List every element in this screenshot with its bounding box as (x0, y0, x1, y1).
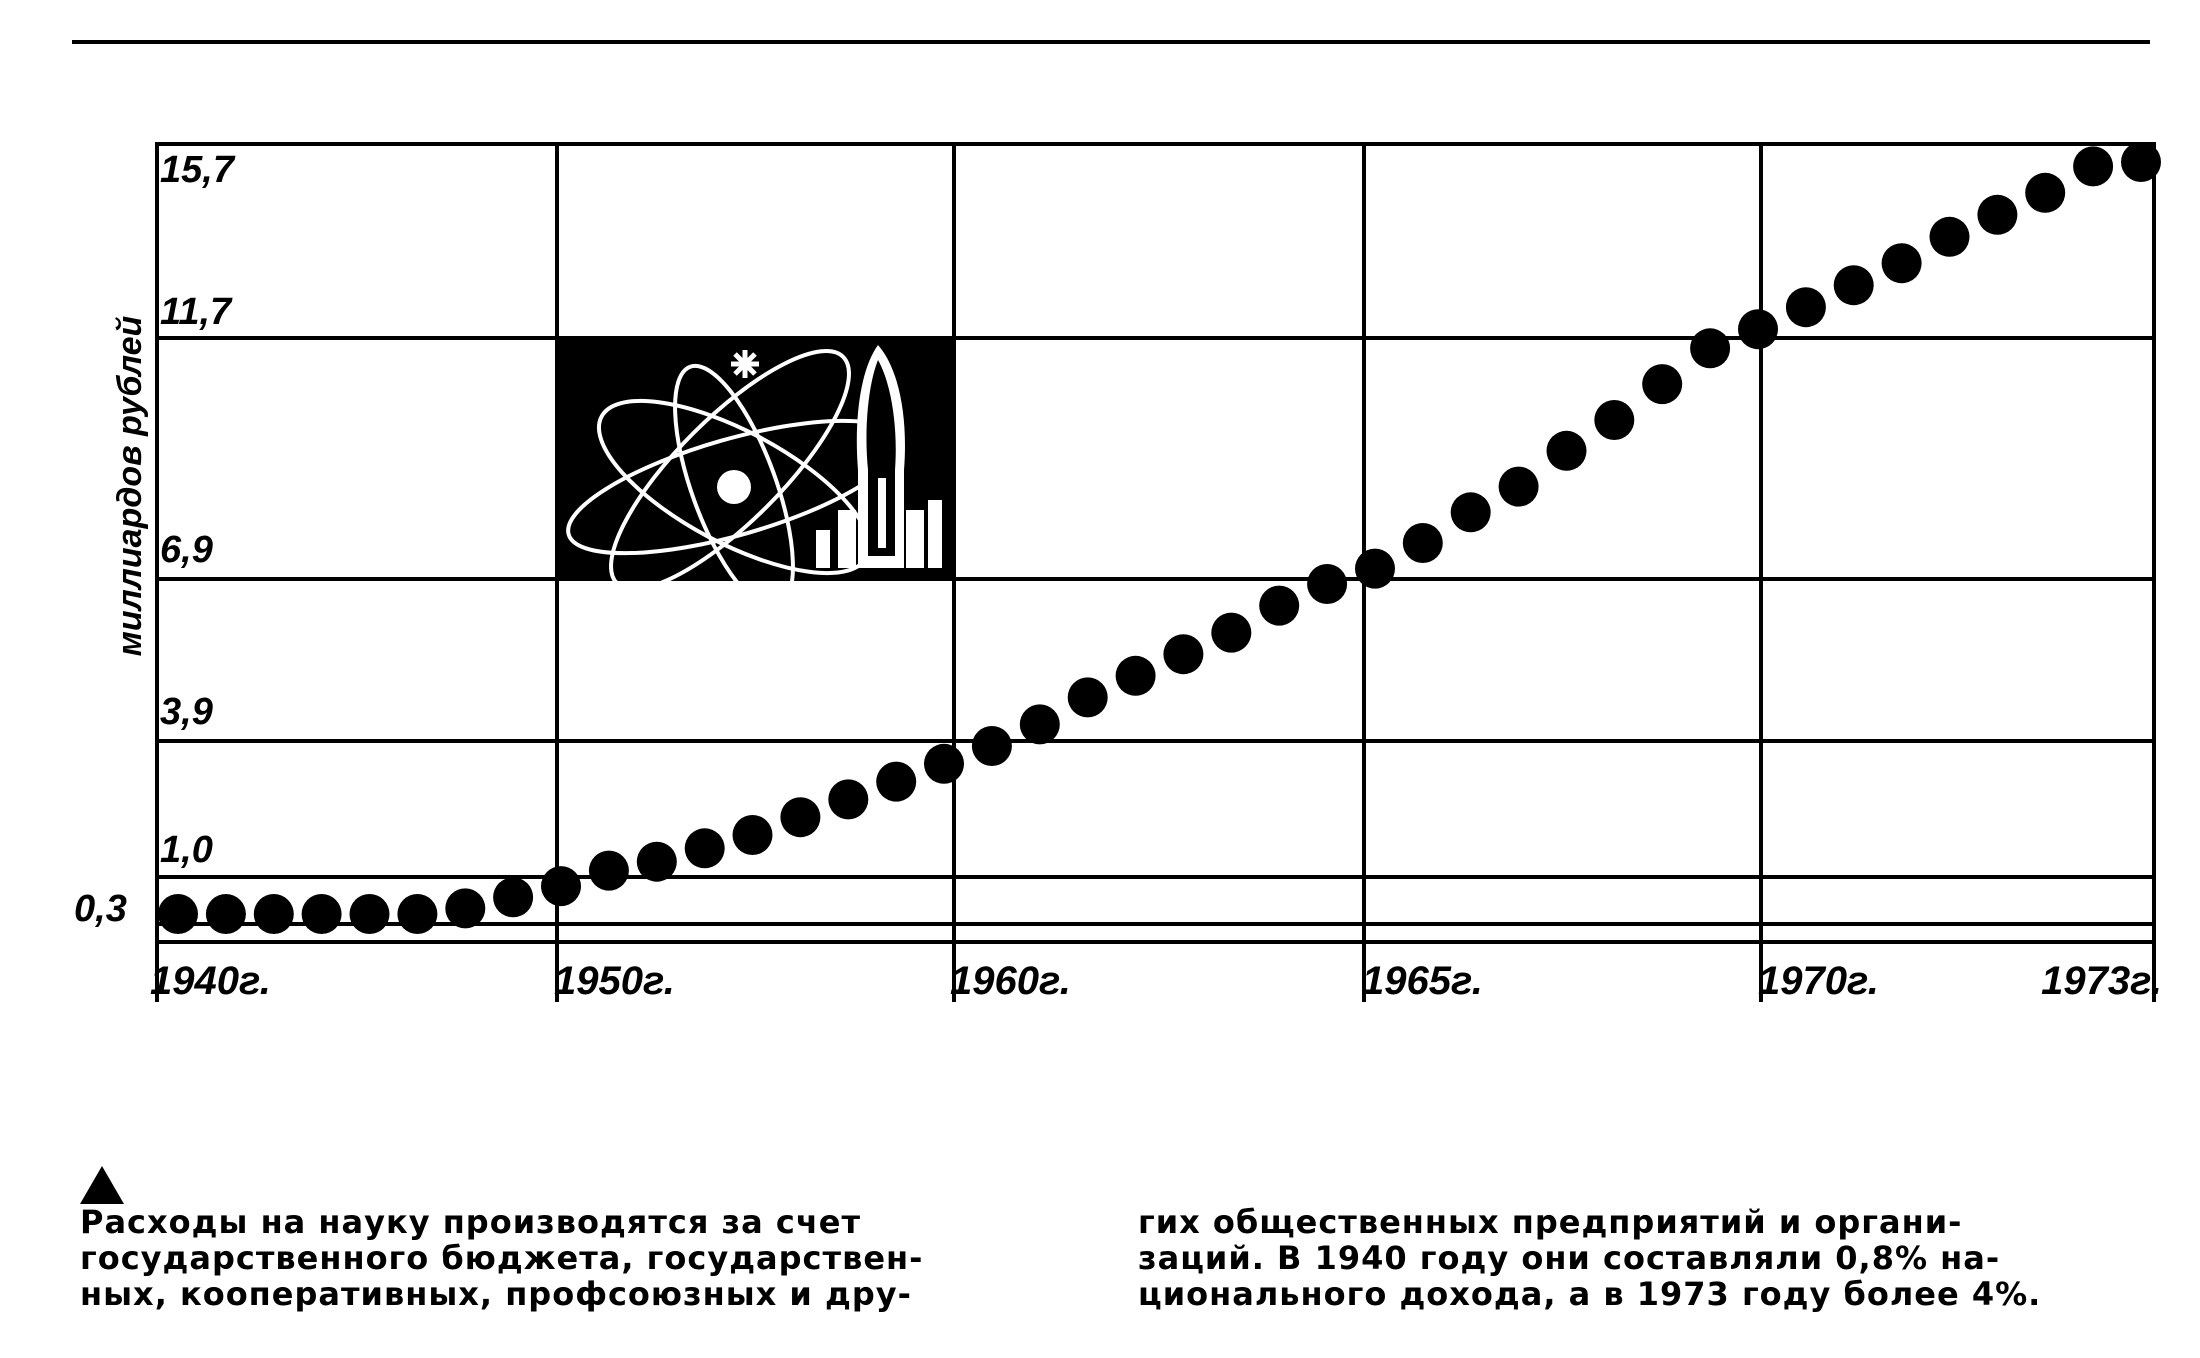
data-point (1642, 364, 1683, 405)
data-point (780, 797, 821, 838)
y-tick-label: 0,3 (74, 888, 127, 930)
caption-line: Расходы на науку производятся за счет (80, 1203, 862, 1241)
data-point (636, 841, 677, 882)
caption-line: государственного бюджета, государствен- (80, 1239, 924, 1277)
x-tick-label: 1950г. (554, 959, 675, 1003)
caption-line: ционального дохода, а в 1973 году более … (1138, 1275, 2042, 1313)
data-point (684, 828, 725, 869)
data-point (253, 894, 294, 934)
x-tick-label: 1970г. (1758, 959, 1879, 1003)
data-point (1977, 194, 2018, 235)
y-tick-label: 1,0 (160, 829, 213, 871)
x-tick-label: 1973г. (2041, 959, 2162, 1003)
data-point (2025, 172, 2066, 213)
data-point (971, 726, 1012, 766)
x-tick-label: 1965г. (1362, 959, 1483, 1003)
data-point (445, 888, 486, 929)
data-point (732, 815, 773, 855)
y-tick-label: 11,7 (160, 291, 233, 333)
y-tick-labels: 15,7 11,7 6,9 3,9 1,0 0,3 (74, 149, 236, 930)
data-point (1738, 309, 1778, 350)
star-icon (731, 350, 759, 378)
y-tick-label: 3,9 (160, 691, 213, 733)
data-point (493, 877, 534, 918)
data-point (397, 894, 438, 934)
horizontal-gridlines (157, 336, 2154, 926)
caption-line: гих общественных предприятий и органи- (1138, 1203, 1963, 1241)
x-tick-labels: 1940г. 1950г. 1960г. 1965г. 1970г. 1973г… (150, 959, 2162, 1003)
data-point (1881, 243, 1922, 284)
data-point (1929, 216, 1970, 257)
data-point (588, 850, 629, 891)
data-point (828, 779, 869, 820)
y-axis-title: миллиардов рублей (111, 315, 149, 656)
data-point (1067, 677, 1108, 718)
data-point (1115, 655, 1156, 696)
data-point (301, 894, 342, 934)
x-tick-label: 1960г. (950, 959, 1071, 1003)
data-point (1546, 430, 1587, 471)
data-point (1019, 704, 1060, 745)
data-point (1450, 492, 1491, 533)
caption-line: заций. В 1940 году они составляли 0,8% н… (1138, 1239, 2001, 1277)
data-point (205, 894, 246, 934)
data-point (924, 743, 964, 784)
y-tick-label: 15,7 (160, 149, 236, 191)
data-point (1355, 548, 1395, 589)
data-point (1211, 612, 1252, 653)
data-point (876, 761, 917, 802)
y-tick-label: 6,9 (160, 529, 213, 571)
chart: 15,7 11,7 6,9 3,9 1,0 0,3 миллиардов руб… (74, 142, 2162, 1003)
triangle-up-icon (80, 1166, 124, 1204)
caption-left-column: Расходы на науку производятся за счет го… (80, 1204, 1078, 1312)
data-point (1785, 287, 1826, 328)
data-points (158, 142, 2161, 934)
data-point (349, 894, 390, 934)
caption-right-column: гих общественных предприятий и органи- з… (1138, 1204, 2168, 1312)
data-point (1594, 400, 1635, 440)
data-point (1498, 466, 1539, 507)
atom-rocket-illustration (557, 338, 954, 611)
data-point (1690, 328, 1731, 369)
data-point (2121, 142, 2161, 182)
caption-line: ных, кооперативных, профсоюзных и дру- (80, 1275, 912, 1313)
data-point (1307, 564, 1348, 604)
data-point (2073, 146, 2114, 187)
plot-border (155, 142, 2156, 944)
data-point (541, 866, 581, 907)
x-tick-label: 1940г. (150, 959, 271, 1003)
chart-frame (155, 142, 2156, 944)
data-point (158, 894, 198, 934)
top-rule (72, 40, 2150, 44)
data-point (1259, 585, 1300, 626)
data-point (1402, 523, 1443, 563)
data-point (1163, 634, 1204, 675)
data-point (1833, 265, 1874, 306)
